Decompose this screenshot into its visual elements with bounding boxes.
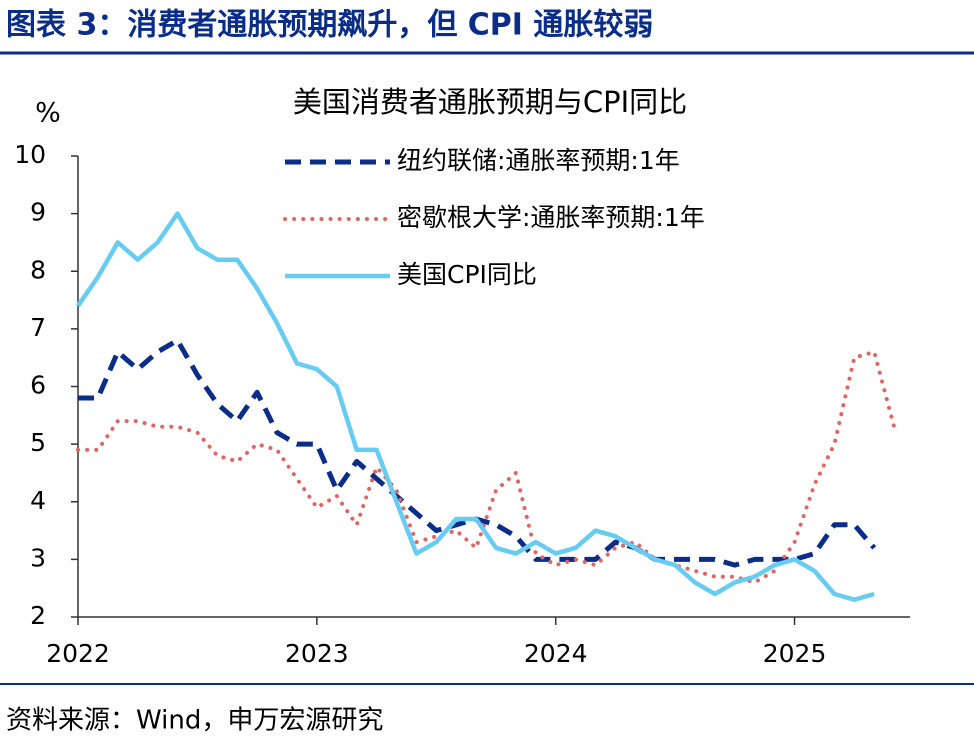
chart-title: 美国消费者通胀预期与CPI同比 [293,85,687,119]
x-tick-label: 2025 [763,639,827,668]
y-unit: % [35,98,61,129]
source: 资料来源：Wind，申万宏源研究 [6,706,383,736]
series-line [76,211,875,602]
series-line [78,337,877,568]
y-tick-label: 6 [30,371,46,400]
header-title: 图表 3：消费者通胀预期飙升，但 CPI 通胀较弱 [6,8,653,43]
legend-label: 纽约联储:通胀率预期:1年 [397,146,680,175]
legend-label: 密歇根大学:通胀率预期:1年 [397,203,705,232]
y-tick-label: 8 [30,255,46,284]
y-tick-label: 10 [14,140,46,169]
x-tick-label: 2022 [46,639,110,668]
y-tick-label: 9 [30,198,46,227]
series-line [76,349,897,585]
y-tick-label: 2 [30,601,46,630]
legend-label: 美国CPI同比 [397,260,537,289]
x-tick-label: 2024 [524,639,588,668]
x-tick-label: 2023 [285,639,349,668]
y-tick-label: 7 [30,313,46,342]
y-tick-label: 5 [30,428,46,457]
y-tick-label: 3 [30,543,46,572]
y-tick-label: 4 [30,486,46,515]
